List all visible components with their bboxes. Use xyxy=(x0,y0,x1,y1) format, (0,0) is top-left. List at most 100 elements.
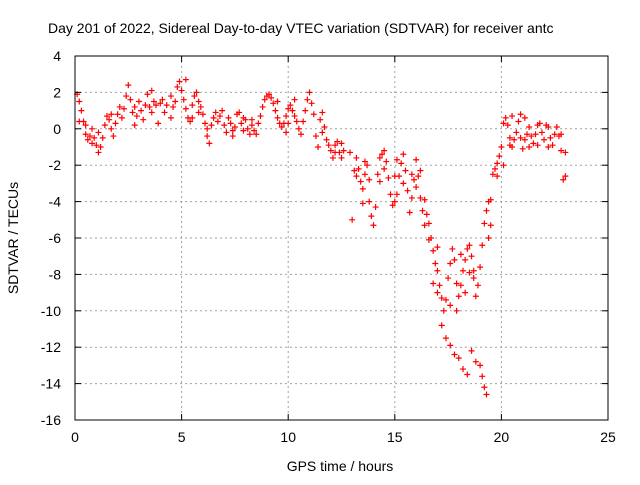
data-point xyxy=(140,116,147,123)
data-point xyxy=(180,96,187,103)
data-point xyxy=(538,129,545,136)
data-point xyxy=(293,118,300,125)
data-point xyxy=(391,173,398,180)
data-point xyxy=(229,133,236,140)
data-point xyxy=(170,103,177,110)
data-point xyxy=(521,136,528,143)
data-point xyxy=(562,149,569,156)
data-point xyxy=(515,118,522,125)
data-point xyxy=(464,245,471,252)
data-point xyxy=(86,133,93,140)
data-point xyxy=(385,174,392,181)
data-point xyxy=(509,113,516,120)
data-point xyxy=(534,142,541,149)
data-point xyxy=(310,111,317,118)
data-point xyxy=(408,171,415,178)
data-point xyxy=(202,120,209,127)
data-point xyxy=(274,98,281,105)
data-point xyxy=(442,335,449,342)
data-point xyxy=(178,87,185,94)
data-point xyxy=(562,173,569,180)
data-point xyxy=(84,136,91,143)
data-point xyxy=(457,282,464,289)
data-point xyxy=(494,173,501,180)
data-point xyxy=(447,260,454,267)
data-point xyxy=(108,111,115,118)
data-point xyxy=(513,129,520,136)
data-point xyxy=(101,122,108,129)
data-point xyxy=(421,222,428,229)
data-point xyxy=(153,102,160,109)
data-point xyxy=(517,111,524,118)
data-point xyxy=(338,140,345,147)
data-point xyxy=(323,136,330,143)
data-point xyxy=(400,151,407,158)
data-point xyxy=(125,82,132,89)
data-point xyxy=(259,103,266,110)
data-point xyxy=(129,109,136,116)
data-point xyxy=(466,269,473,276)
data-point xyxy=(116,103,123,110)
data-point xyxy=(357,178,364,185)
data-point xyxy=(76,98,83,105)
data-point xyxy=(359,185,366,192)
data-point xyxy=(551,131,558,138)
data-point xyxy=(470,275,477,282)
data-point xyxy=(187,118,194,125)
data-point xyxy=(445,275,452,282)
data-point xyxy=(135,98,142,105)
data-point xyxy=(340,147,347,154)
data-point xyxy=(545,123,552,130)
data-point xyxy=(366,176,373,183)
data-point xyxy=(82,131,89,138)
data-point xyxy=(494,160,501,167)
data-point xyxy=(455,355,462,362)
data-point xyxy=(402,167,409,174)
data-point xyxy=(133,113,140,120)
data-point xyxy=(492,165,499,172)
data-point xyxy=(89,140,96,147)
data-point xyxy=(455,293,462,300)
data-point xyxy=(434,267,441,274)
data-point xyxy=(413,156,420,163)
data-point xyxy=(285,120,292,127)
data-point xyxy=(462,256,469,263)
data-point xyxy=(131,122,138,129)
data-point xyxy=(210,114,217,121)
data-point xyxy=(208,122,215,129)
data-point xyxy=(389,202,396,209)
data-point xyxy=(118,114,125,121)
data-point xyxy=(400,180,407,187)
data-point xyxy=(536,120,543,127)
data-point xyxy=(404,187,411,194)
data-point xyxy=(189,102,196,109)
data-point xyxy=(191,93,198,100)
data-point xyxy=(434,289,441,296)
data-point xyxy=(289,107,296,114)
data-point xyxy=(417,167,424,174)
data-point xyxy=(327,147,334,154)
data-point xyxy=(398,160,405,167)
y-axis-label: SDTVAR / TECUs xyxy=(5,182,21,294)
y-tick-label: -12 xyxy=(41,339,61,355)
data-point xyxy=(500,120,507,127)
data-point xyxy=(523,131,530,138)
data-point xyxy=(319,129,326,136)
data-point xyxy=(216,113,223,120)
data-point xyxy=(106,116,113,123)
data-point xyxy=(506,134,513,141)
data-point xyxy=(511,136,518,143)
data-point xyxy=(496,153,503,160)
data-point xyxy=(483,391,490,398)
data-point xyxy=(406,209,413,216)
data-point xyxy=(368,213,375,220)
data-point xyxy=(332,142,339,149)
data-point xyxy=(112,120,119,127)
data-point xyxy=(519,145,526,152)
data-point xyxy=(453,280,460,287)
data-point xyxy=(374,171,381,178)
data-point xyxy=(308,100,315,107)
data-point xyxy=(174,83,181,90)
x-tick-label: 15 xyxy=(387,429,403,445)
y-tick-label: -4 xyxy=(49,194,62,210)
